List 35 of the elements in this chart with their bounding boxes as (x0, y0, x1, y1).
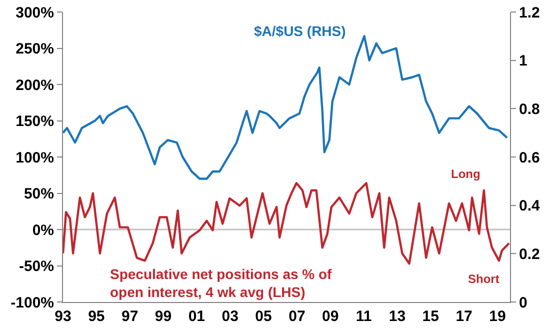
y-tick-label: 0% (32, 222, 54, 239)
y2-tick-label: 0.4 (519, 198, 541, 215)
x-tick-label: 09 (322, 308, 339, 325)
y2-tick-label: 0 (519, 294, 528, 312)
series-label: Speculative net positions as % of open interest, 4 wk avg (LHS) (110, 266, 332, 300)
x-tick-label: 17 (456, 308, 472, 325)
x-tick-label: 03 (222, 308, 238, 325)
y-tick-label: 150% (16, 113, 54, 130)
y-tick-label: -50% (18, 258, 54, 275)
y-tick-label: -100% (10, 294, 54, 312)
x-tick-label: 11 (356, 308, 372, 325)
x-tick-label: 15 (422, 308, 439, 325)
x-tick-label: 19 (489, 308, 506, 325)
y2-tick-label: 0.2 (519, 246, 540, 263)
line-series (63, 182, 510, 265)
x-tick-label: 95 (88, 308, 105, 325)
x-tick-label: 07 (288, 308, 306, 325)
y2-tick-label: 0.6 (519, 149, 540, 166)
series-label: $A/$US (RHS) (254, 23, 346, 39)
annotation: Long (451, 167, 480, 181)
y-tick-label: 50% (24, 186, 54, 202)
y-tick-label: 300% (16, 4, 54, 22)
y2-tick-label: 1.2 (519, 4, 540, 22)
y-tick-label: 200% (16, 76, 54, 94)
y2-tick-label: 0.8 (519, 100, 540, 118)
x-tick-label: 01 (188, 308, 206, 325)
x-tick-label: 13 (388, 308, 406, 325)
y-tick-label: 250% (16, 40, 54, 58)
annotation: Short (468, 272, 500, 286)
y2-tick-label: 1 (519, 52, 528, 70)
x-tick-label: 05 (255, 308, 272, 325)
x-tick-label: 93 (54, 308, 72, 325)
y-tick-label: 100% (16, 149, 54, 166)
x-tick-label: 99 (154, 308, 172, 325)
x-tick-label: 97 (121, 308, 138, 325)
